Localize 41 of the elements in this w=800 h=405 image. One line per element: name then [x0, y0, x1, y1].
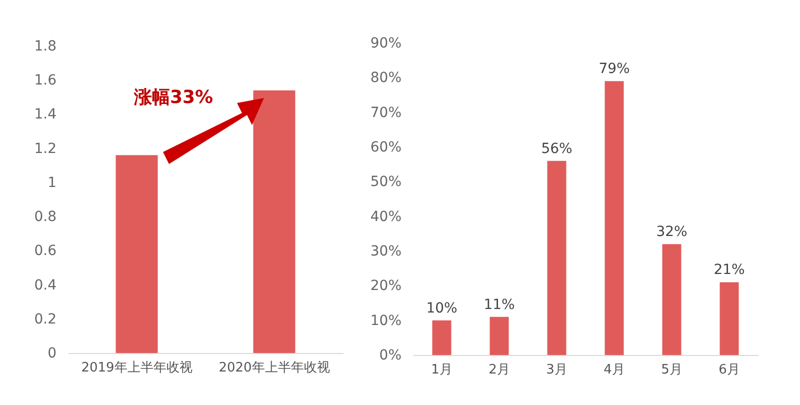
data-label: 11% [484, 296, 515, 313]
y-tick-label: 0 [48, 346, 56, 362]
y-tick-label: 0.4 [34, 277, 57, 294]
y-tick-label: 1.8 [34, 38, 56, 54]
y-tick-label: 50% [370, 174, 402, 190]
x-tick-label: 2月 [488, 362, 510, 378]
data-label: 32% [656, 224, 688, 240]
x-tick-label: 2019年上半年收视 [81, 360, 192, 376]
x-tick-label: 3月 [546, 362, 568, 378]
y-tick-label: 0.2 [34, 311, 56, 328]
y-tick-label: 30% [370, 244, 402, 260]
y-tick-label: 1.2 [34, 140, 56, 157]
y-tick-label: 1 [48, 174, 56, 191]
y-tick-label: 10% [370, 312, 402, 329]
y-tick-label: 0% [379, 348, 402, 364]
bar [490, 316, 509, 355]
bar [662, 244, 682, 355]
y-tick-label: 80% [370, 70, 402, 86]
y-tick-label: 1.4 [34, 106, 57, 123]
data-label: 21% [714, 262, 745, 278]
bar [720, 282, 739, 355]
x-tick-label: 2020年上半年收视 [218, 360, 330, 376]
y-tick-label: 20% [370, 278, 402, 294]
y-tick-label: 60% [370, 140, 402, 156]
y-tick-label: 0.8 [34, 209, 56, 226]
y-tick-label: 0.6 [34, 243, 57, 260]
x-tick-label: 5月 [661, 362, 682, 378]
data-label: 79% [598, 61, 630, 78]
x-tick-label: 4月 [604, 362, 625, 378]
annotation: 涨幅33% [133, 87, 214, 108]
y-tick-label: 70% [370, 104, 402, 121]
x-tick-label: 6月 [718, 362, 740, 378]
data-label: 56% [541, 140, 572, 157]
bar [432, 320, 452, 355]
y-tick-label: 90% [370, 36, 402, 52]
data-label: 10% [426, 300, 458, 316]
y-tick-label: 1.6 [34, 72, 57, 89]
y-tick-label: 40% [370, 208, 402, 225]
bar [604, 81, 624, 355]
bar [547, 160, 566, 355]
x-tick-label: 1月 [431, 362, 452, 378]
